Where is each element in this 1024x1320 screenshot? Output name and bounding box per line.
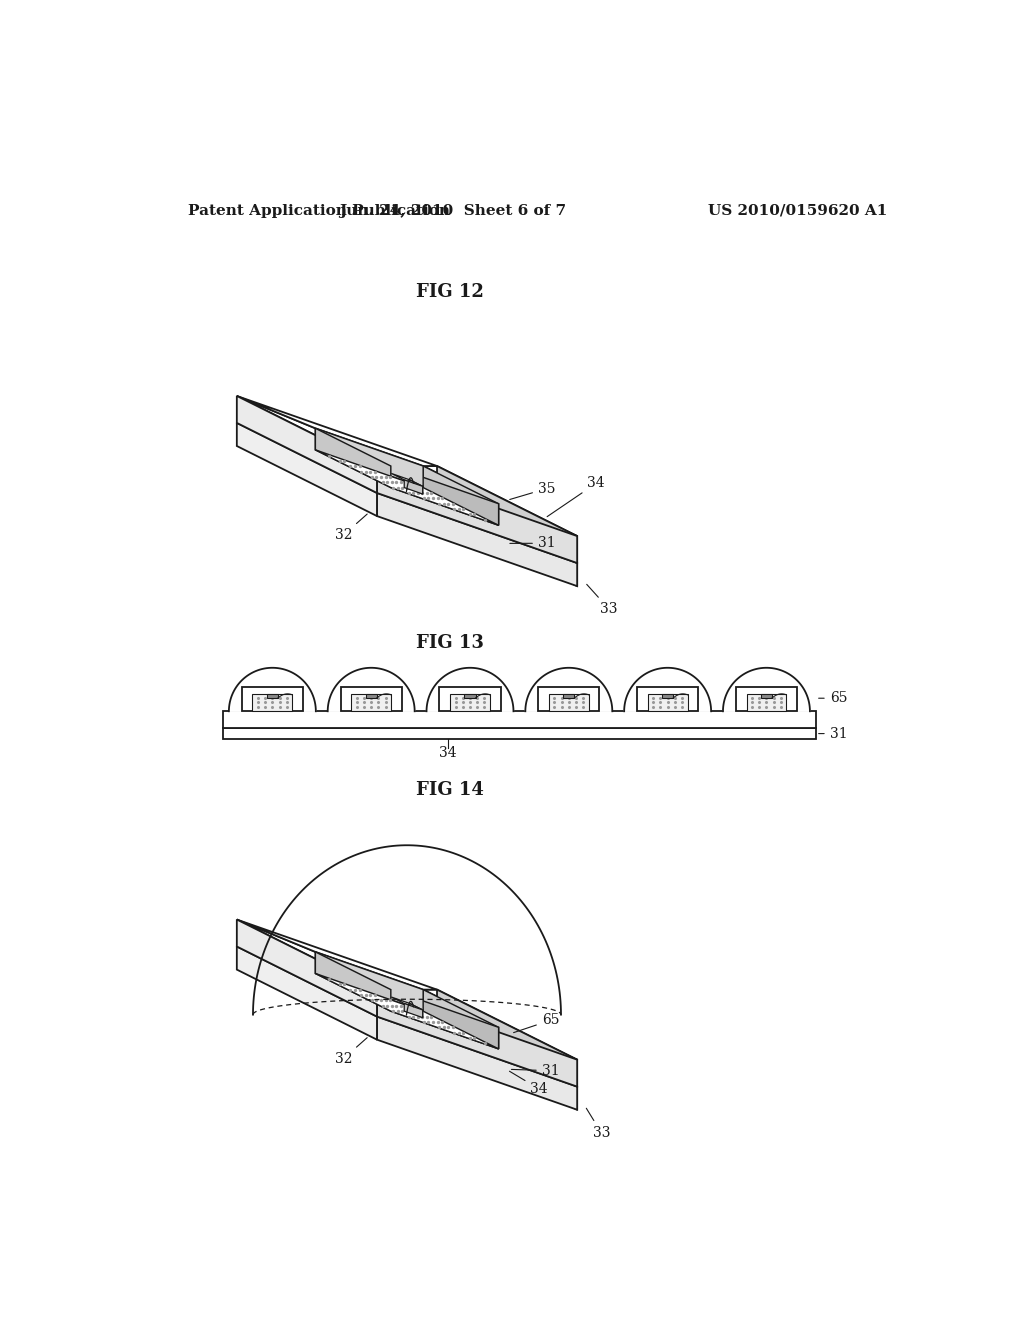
Text: 35: 35: [510, 482, 555, 499]
Polygon shape: [736, 686, 797, 711]
Polygon shape: [391, 466, 499, 525]
Polygon shape: [237, 920, 377, 1016]
Polygon shape: [351, 693, 391, 711]
Polygon shape: [315, 428, 423, 487]
Text: FIG 13: FIG 13: [416, 635, 484, 652]
Text: 34: 34: [547, 477, 605, 516]
Polygon shape: [437, 466, 578, 564]
Polygon shape: [439, 686, 501, 711]
Polygon shape: [242, 686, 303, 711]
Polygon shape: [237, 920, 391, 990]
Bar: [465, 693, 475, 698]
Polygon shape: [437, 1016, 578, 1110]
Polygon shape: [549, 693, 589, 711]
Text: Patent Application Publication: Patent Application Publication: [188, 203, 451, 218]
Polygon shape: [315, 973, 499, 1049]
Polygon shape: [237, 396, 377, 492]
Text: 34: 34: [510, 1072, 548, 1096]
Polygon shape: [377, 1016, 578, 1110]
Polygon shape: [377, 492, 578, 586]
Text: FIG 12: FIG 12: [416, 282, 484, 301]
Text: 31: 31: [818, 726, 847, 741]
Text: 32: 32: [335, 1038, 368, 1065]
Polygon shape: [391, 997, 423, 1010]
Polygon shape: [437, 990, 578, 1086]
Text: 34: 34: [439, 746, 457, 760]
Bar: [663, 693, 673, 698]
Polygon shape: [391, 474, 423, 486]
Bar: [366, 693, 377, 698]
Text: Jun. 24, 2010  Sheet 6 of 7: Jun. 24, 2010 Sheet 6 of 7: [339, 203, 566, 218]
Text: 65: 65: [514, 1014, 559, 1032]
Polygon shape: [427, 668, 513, 711]
Polygon shape: [723, 668, 810, 711]
Polygon shape: [391, 990, 499, 1049]
Polygon shape: [539, 686, 599, 711]
Bar: [761, 693, 772, 698]
Bar: [267, 693, 278, 698]
Polygon shape: [451, 693, 489, 711]
Polygon shape: [315, 952, 423, 1011]
Text: 33: 33: [587, 1109, 610, 1139]
Polygon shape: [410, 480, 423, 494]
Polygon shape: [377, 466, 578, 536]
Bar: [563, 693, 574, 698]
Polygon shape: [229, 668, 315, 711]
Polygon shape: [237, 422, 578, 564]
Text: 33: 33: [587, 585, 617, 616]
Text: US 2010/0159620 A1: US 2010/0159620 A1: [708, 203, 888, 218]
Polygon shape: [746, 693, 786, 711]
Polygon shape: [525, 668, 612, 711]
Polygon shape: [237, 946, 377, 1040]
Polygon shape: [423, 466, 499, 525]
Polygon shape: [377, 990, 578, 1060]
Polygon shape: [328, 668, 415, 711]
Polygon shape: [423, 466, 578, 536]
Polygon shape: [341, 686, 401, 711]
Text: FIG 14: FIG 14: [416, 781, 484, 799]
Polygon shape: [237, 396, 437, 466]
Polygon shape: [377, 990, 578, 1086]
Polygon shape: [315, 450, 499, 525]
Polygon shape: [315, 428, 391, 487]
Bar: [223, 729, 816, 739]
Polygon shape: [237, 396, 391, 466]
Text: 31: 31: [511, 1064, 559, 1077]
Bar: [223, 711, 816, 729]
Polygon shape: [237, 946, 578, 1086]
Polygon shape: [253, 693, 292, 711]
Text: 31: 31: [510, 536, 555, 550]
Polygon shape: [404, 480, 423, 494]
Polygon shape: [237, 920, 437, 990]
Polygon shape: [423, 990, 499, 1049]
Text: 32: 32: [335, 513, 368, 543]
Polygon shape: [237, 422, 377, 516]
Polygon shape: [377, 466, 578, 564]
Polygon shape: [404, 1003, 423, 1018]
Polygon shape: [648, 693, 687, 711]
Polygon shape: [625, 668, 711, 711]
Polygon shape: [637, 686, 698, 711]
Text: 65: 65: [818, 692, 847, 705]
Polygon shape: [315, 952, 391, 1011]
Polygon shape: [423, 990, 578, 1060]
Polygon shape: [437, 492, 578, 586]
Polygon shape: [410, 1003, 423, 1018]
